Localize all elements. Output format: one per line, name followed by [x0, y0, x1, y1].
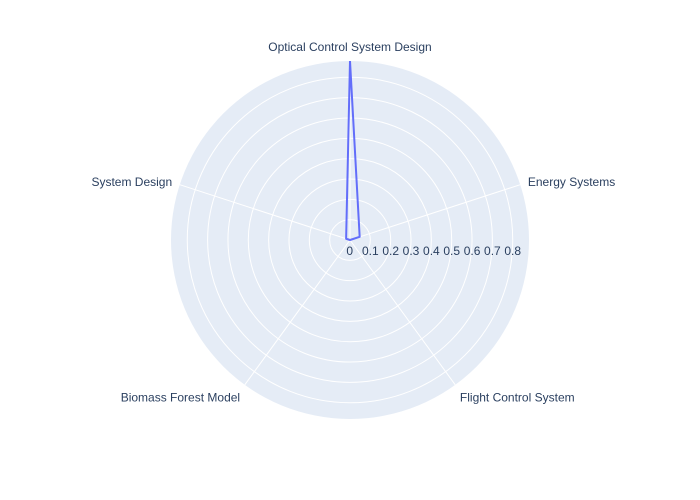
- category-label: System Design: [91, 175, 172, 189]
- angular-gridline: [349, 239, 456, 386]
- radial-tick-label: 0.2: [382, 244, 399, 258]
- category-labels-layer: Optical Control System Design Energy Syst…: [91, 40, 615, 404]
- radial-tick-label: 0.1: [362, 244, 379, 258]
- series-layer: [345, 60, 361, 241]
- radial-tick-label: 0.8: [504, 244, 521, 258]
- radial-tick-label: 0.4: [423, 244, 440, 258]
- radial-tick-label: 0.7: [484, 244, 501, 258]
- tick-labels-layer: 0 0.1 0.2 0.3 0.4 0.5 0.6 0.7 0.8: [346, 244, 521, 258]
- series-line: [345, 60, 361, 241]
- radial-tick-label: 0.5: [443, 244, 460, 258]
- angular-gridline: [244, 239, 351, 386]
- gridlines-layer: [179, 61, 521, 404]
- angular-gridline: [349, 184, 521, 241]
- category-label: Energy Systems: [528, 175, 615, 189]
- radial-tick-label: 0.3: [403, 244, 420, 258]
- category-label: Optical Control System Design: [268, 40, 431, 54]
- category-label: Biomass Forest Model: [121, 390, 240, 404]
- angular-gridline: [179, 184, 351, 241]
- radial-tick-label: 0.6: [464, 244, 481, 258]
- category-label: Flight Control System: [460, 390, 575, 404]
- radial-tick-label: 0: [346, 244, 353, 258]
